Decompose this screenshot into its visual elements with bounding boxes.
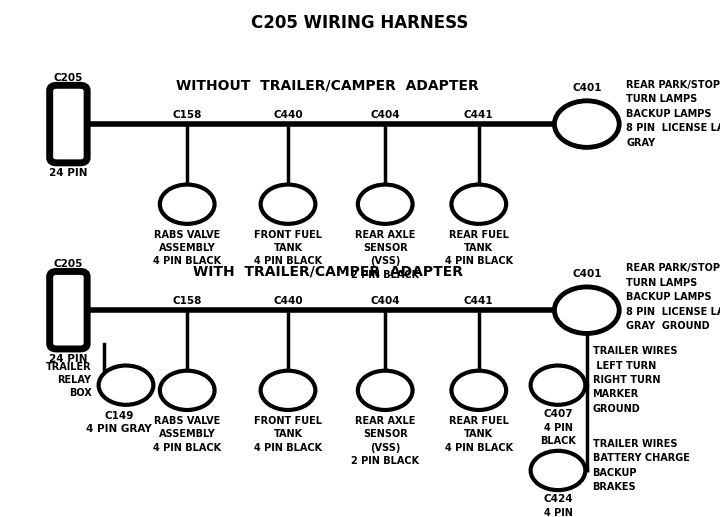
- Text: TRAILER WIRES
 LEFT TURN
RIGHT TURN
MARKER
GROUND: TRAILER WIRES LEFT TURN RIGHT TURN MARKE…: [593, 346, 677, 414]
- Text: C407: C407: [543, 409, 573, 419]
- Text: RABS VALVE
ASSEMBLY
4 PIN BLACK: RABS VALVE ASSEMBLY 4 PIN BLACK: [153, 230, 221, 266]
- Text: 4 PIN
BLACK: 4 PIN BLACK: [540, 423, 576, 446]
- Text: 24 PIN: 24 PIN: [49, 354, 88, 364]
- Text: C149
4 PIN GRAY: C149 4 PIN GRAY: [86, 411, 152, 434]
- Text: REAR AXLE
SENSOR
(VSS)
2 PIN BLACK: REAR AXLE SENSOR (VSS) 2 PIN BLACK: [351, 230, 419, 280]
- Text: REAR FUEL
TANK
4 PIN BLACK: REAR FUEL TANK 4 PIN BLACK: [445, 416, 513, 452]
- Text: C440: C440: [273, 296, 303, 306]
- Text: WITH  TRAILER/CAMPER  ADAPTER: WITH TRAILER/CAMPER ADAPTER: [193, 264, 463, 279]
- Circle shape: [531, 451, 585, 490]
- Circle shape: [358, 371, 413, 410]
- Text: C441: C441: [464, 110, 494, 120]
- Text: REAR AXLE
SENSOR
(VSS)
2 PIN BLACK: REAR AXLE SENSOR (VSS) 2 PIN BLACK: [351, 416, 419, 466]
- Text: C404: C404: [370, 110, 400, 120]
- Text: C440: C440: [273, 110, 303, 120]
- Text: REAR PARK/STOP
TURN LAMPS
BACKUP LAMPS
8 PIN  LICENSE LAMPS
GRAY  GROUND: REAR PARK/STOP TURN LAMPS BACKUP LAMPS 8…: [626, 264, 720, 331]
- Text: 4 PIN
GRAY: 4 PIN GRAY: [544, 508, 572, 517]
- Text: C158: C158: [173, 110, 202, 120]
- Text: C205 WIRING HARNESS: C205 WIRING HARNESS: [251, 14, 469, 32]
- Text: C401: C401: [572, 269, 601, 279]
- Text: FRONT FUEL
TANK
4 PIN BLACK: FRONT FUEL TANK 4 PIN BLACK: [254, 230, 322, 266]
- Text: C424: C424: [543, 494, 573, 504]
- Circle shape: [451, 185, 506, 224]
- Text: C205: C205: [54, 259, 83, 269]
- Circle shape: [99, 366, 153, 405]
- FancyBboxPatch shape: [50, 271, 87, 349]
- Text: RABS VALVE
ASSEMBLY
4 PIN BLACK: RABS VALVE ASSEMBLY 4 PIN BLACK: [153, 416, 221, 452]
- Text: FRONT FUEL
TANK
4 PIN BLACK: FRONT FUEL TANK 4 PIN BLACK: [254, 416, 322, 452]
- Circle shape: [261, 371, 315, 410]
- Circle shape: [451, 371, 506, 410]
- Circle shape: [358, 185, 413, 224]
- Text: C441: C441: [464, 296, 494, 306]
- Text: C401: C401: [572, 83, 601, 93]
- Circle shape: [554, 287, 619, 333]
- Text: REAR PARK/STOP
TURN LAMPS
BACKUP LAMPS
8 PIN  LICENSE LAMPS
GRAY: REAR PARK/STOP TURN LAMPS BACKUP LAMPS 8…: [626, 80, 720, 147]
- Circle shape: [160, 371, 215, 410]
- Circle shape: [531, 366, 585, 405]
- Text: 24 PIN: 24 PIN: [49, 168, 88, 178]
- Text: C404: C404: [370, 296, 400, 306]
- Text: TRAILER WIRES
BATTERY CHARGE
BACKUP
BRAKES: TRAILER WIRES BATTERY CHARGE BACKUP BRAK…: [593, 439, 690, 492]
- Text: WITHOUT  TRAILER/CAMPER  ADAPTER: WITHOUT TRAILER/CAMPER ADAPTER: [176, 78, 479, 93]
- Circle shape: [261, 185, 315, 224]
- Text: TRAILER
RELAY
BOX: TRAILER RELAY BOX: [46, 362, 91, 398]
- Circle shape: [554, 101, 619, 147]
- Text: C158: C158: [173, 296, 202, 306]
- Circle shape: [160, 185, 215, 224]
- Text: C205: C205: [54, 73, 83, 83]
- FancyBboxPatch shape: [50, 85, 87, 163]
- Text: REAR FUEL
TANK
4 PIN BLACK: REAR FUEL TANK 4 PIN BLACK: [445, 230, 513, 266]
